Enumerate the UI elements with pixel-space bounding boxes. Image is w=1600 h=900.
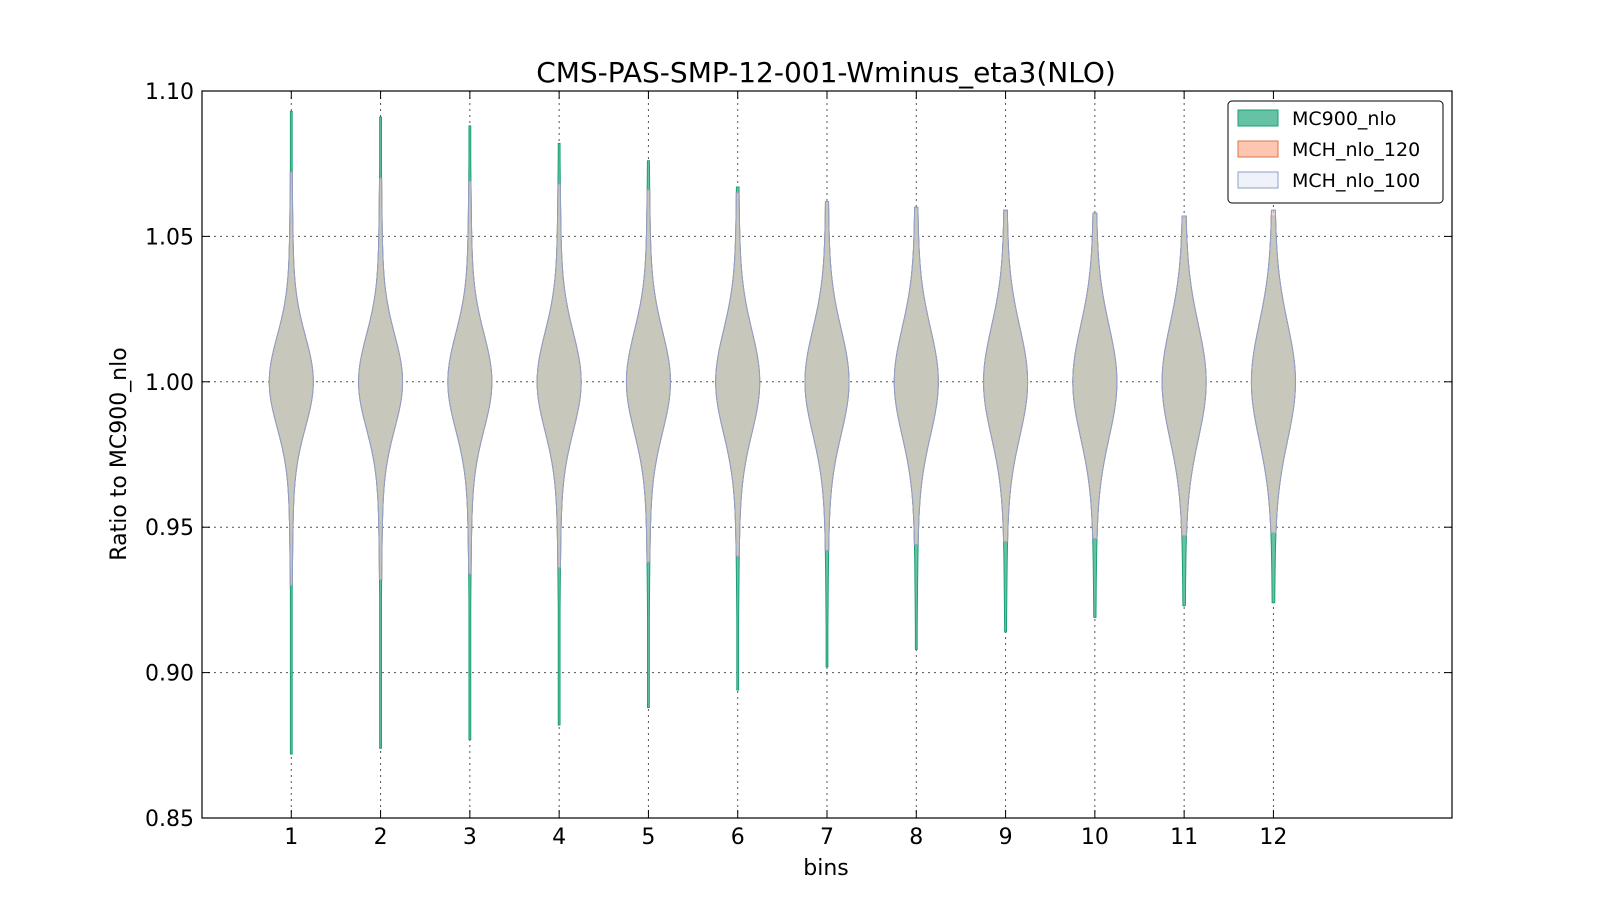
violin-MCH_nlo_100 xyxy=(1161,215,1207,537)
y-tick-label: 1.00 xyxy=(145,371,194,396)
violin-MCH_nlo_100 xyxy=(536,183,582,569)
x-tick-label: 7 xyxy=(820,825,834,850)
violin-MCH_nlo_100 xyxy=(625,189,671,563)
violin-MCH_nlo_100 xyxy=(1250,209,1296,534)
legend-swatch xyxy=(1237,140,1279,158)
violin-MCH_nlo_100 xyxy=(715,192,761,557)
violin-layer xyxy=(268,110,1296,755)
violin-MCH_nlo_100 xyxy=(804,201,850,551)
y-tick-label: 0.85 xyxy=(145,807,194,832)
chart-title: CMS-PAS-SMP-12-001-Wminus_eta3(NLO) xyxy=(536,56,1116,89)
y-tick-label: 1.10 xyxy=(145,80,194,105)
y-tick-label: 1.05 xyxy=(145,225,194,250)
legend-swatch xyxy=(1237,171,1279,189)
x-tick-label: 3 xyxy=(463,825,477,850)
x-tick-label: 6 xyxy=(731,825,745,850)
x-tick-label: 8 xyxy=(909,825,923,850)
violin-MCH_nlo_100 xyxy=(447,180,493,575)
y-axis-label: Ratio to MC900_nlo xyxy=(107,347,132,560)
x-tick-label: 11 xyxy=(1170,825,1198,850)
violin-MCH_nlo_100 xyxy=(1072,212,1118,540)
x-tick-label: 5 xyxy=(641,825,655,850)
legend-label: MCH_nlo_120 xyxy=(1292,139,1420,161)
x-tick-label: 2 xyxy=(374,825,388,850)
legend-box xyxy=(1227,100,1444,204)
violin-MCH_nlo_100 xyxy=(268,171,314,586)
x-axis-label: bins xyxy=(803,856,848,881)
legend: MC900_nlo MCH_nlo_120 MCH_nlo_100 xyxy=(1227,100,1444,204)
x-tick-label: 10 xyxy=(1081,825,1109,850)
legend-label: MC900_nlo xyxy=(1292,108,1396,130)
y-tick-label: 0.95 xyxy=(145,516,194,541)
legend-label: MCH_nlo_100 xyxy=(1292,170,1420,192)
x-tick-label: 12 xyxy=(1259,825,1287,850)
violin-MCH_nlo_100 xyxy=(358,177,404,581)
violin-MCH_nlo_100 xyxy=(983,209,1029,543)
x-tick-label: 9 xyxy=(999,825,1013,850)
tick-layer: 0.850.900.951.001.051.101 2 3 4 5 6 7 8 9 10 11 12 xyxy=(145,80,1452,850)
x-tick-label: 1 xyxy=(284,825,298,850)
x-tick-label: 4 xyxy=(552,825,566,850)
violin-MCH_nlo_100 xyxy=(893,206,939,546)
y-tick-label: 0.90 xyxy=(145,662,194,687)
legend-swatch xyxy=(1237,109,1279,127)
